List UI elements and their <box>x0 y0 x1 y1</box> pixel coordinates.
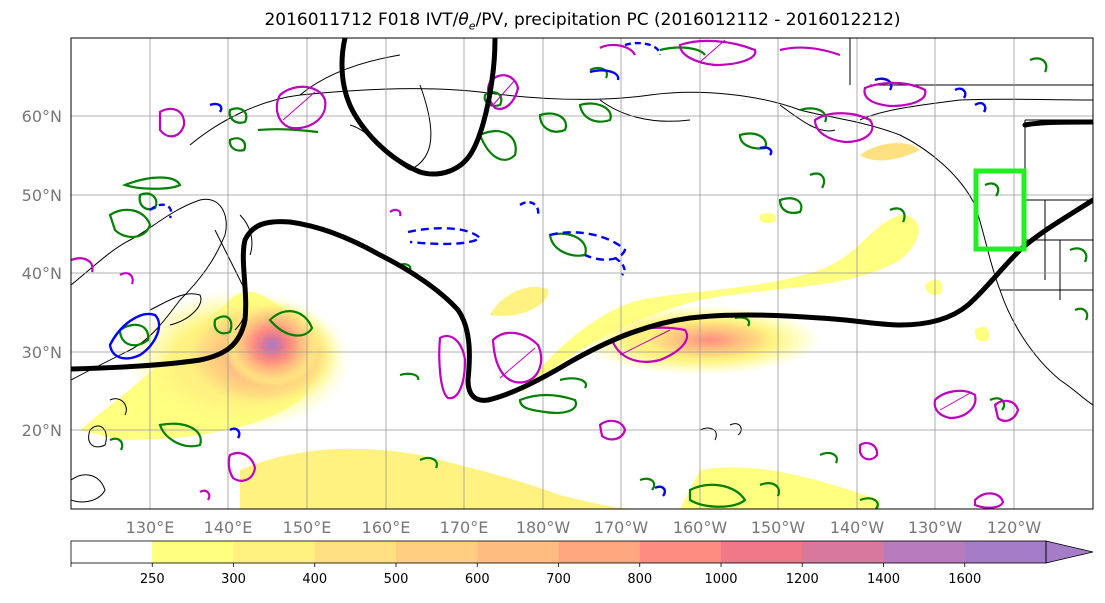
colorbar-swatch <box>71 541 153 563</box>
lon-label-160e: 160°E <box>362 518 411 537</box>
lon-label-140w: 140°W <box>830 518 885 537</box>
lat-label-60n: 60°N <box>22 107 62 126</box>
magenta-contours <box>71 39 1020 509</box>
colorbar-tick-label: 1000 <box>704 572 737 587</box>
latitude-labels: 60°N 50°N 40°N 30°N 20°N <box>22 107 62 440</box>
map-area <box>71 38 1093 509</box>
colorbar-swatch <box>233 541 316 563</box>
lon-label-150e: 150°E <box>283 518 332 537</box>
colorbar-swatch <box>802 541 884 563</box>
lon-label-160w: 160°W <box>673 518 728 537</box>
lat-label-50n: 50°N <box>22 186 62 205</box>
colorbar-tick-label: 1400 <box>867 572 900 587</box>
lat-label-30n: 30°N <box>22 343 62 362</box>
lon-label-130e: 130°E <box>126 518 175 537</box>
colorbar: 250 300 400 500 600 700 800 1000 1200 1400 1600 <box>70 540 1094 587</box>
lon-label-140e: 140°E <box>204 518 253 537</box>
lon-label-170w: 170°W <box>594 518 649 537</box>
title-theta-sub: e <box>468 19 476 33</box>
figure-title: 2016011712 F018 IVT/θe/PV, precipitation… <box>0 10 1105 32</box>
lon-label-180w: 180°W <box>516 518 571 537</box>
colorbar-ticks: 250 300 400 500 600 700 800 1000 1200 1400 1600 <box>70 563 981 587</box>
colorbar-swatch <box>721 541 803 563</box>
colorbar-extend-arrow <box>1045 540 1094 564</box>
colorbar-swatch <box>964 541 1047 563</box>
lon-label-150w: 150°W <box>751 518 806 537</box>
colorbar-swatch <box>477 541 559 563</box>
colorbar-tick-label: 800 <box>627 572 652 587</box>
lon-label-120w: 120°W <box>987 518 1042 537</box>
colorbar-swatch <box>639 541 722 563</box>
colorbar-swatch <box>396 541 478 563</box>
lat-label-20n: 20°N <box>22 421 62 440</box>
lon-label-170e: 170°E <box>440 518 489 537</box>
colorbar-swatch <box>152 541 234 563</box>
colorbar-tick-label: 300 <box>221 572 246 587</box>
target-region-box <box>973 168 1027 252</box>
title-suffix: /PV, precipitation PC (2016012112 - 2016… <box>475 10 901 30</box>
longitude-labels: 130°E 140°E 150°E 160°E 170°E 180°W 170°… <box>126 518 1042 537</box>
colorbar-tick-label: 700 <box>546 572 571 587</box>
colorbar-tick-label: 600 <box>465 572 490 587</box>
colorbar-tick-label: 400 <box>302 572 327 587</box>
colorbar-swatch <box>558 541 641 563</box>
lat-label-40n: 40°N <box>22 264 62 283</box>
colorbar-tick-label: 1200 <box>786 572 819 587</box>
colorbar-swatches <box>71 541 1047 563</box>
colorbar-tick-label: 500 <box>384 572 409 587</box>
lon-label-130w: 130°W <box>908 518 963 537</box>
negative-contours <box>108 41 987 497</box>
map-frame <box>70 37 1094 510</box>
pv-contour <box>71 38 1093 403</box>
colorbar-tick-label: 250 <box>140 572 165 587</box>
colorbar-swatch <box>314 541 397 563</box>
colorbar-swatch <box>883 541 966 563</box>
title-theta: θ <box>458 10 469 30</box>
gridlines <box>71 38 1093 509</box>
colorbar-tick-label: 1600 <box>948 572 981 587</box>
title-prefix: 2016011712 F018 IVT/ <box>264 10 459 30</box>
